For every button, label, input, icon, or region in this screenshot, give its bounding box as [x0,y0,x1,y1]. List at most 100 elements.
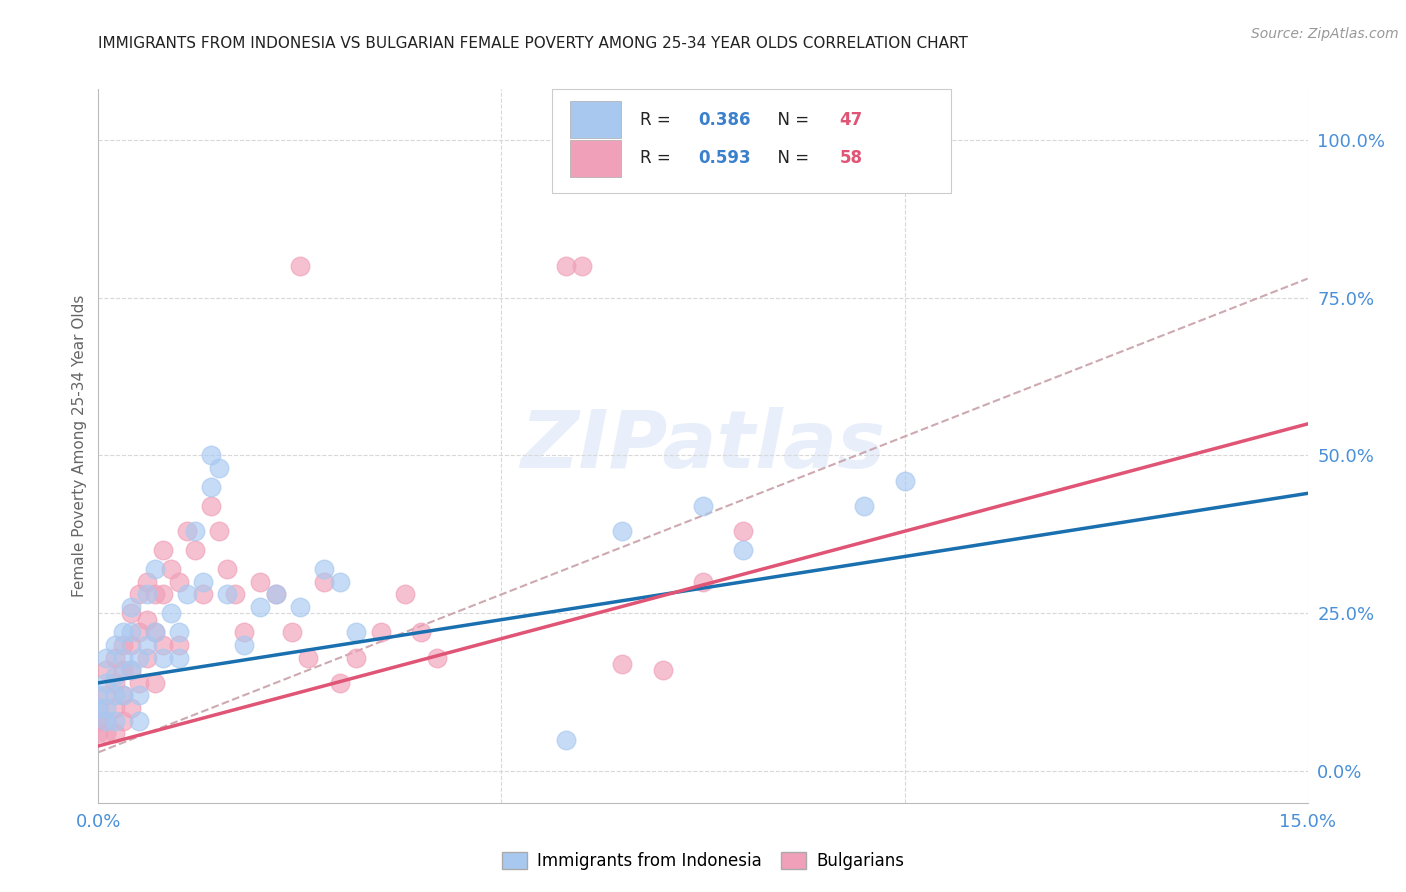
Point [152,650,174,665]
Point [103,650,125,665]
Point [111,689,134,703]
Point [249,574,271,589]
Point [120,663,142,677]
Point [128,714,150,728]
Point [152,543,174,558]
Point [893,474,915,488]
Point [128,587,150,601]
Point [96,701,118,715]
Point [87,714,110,728]
Point [733,543,755,558]
Point [612,657,634,671]
Point [167,638,190,652]
Point [120,701,142,715]
Point [111,714,134,728]
Point [143,587,166,601]
Point [167,650,190,665]
Point [96,663,118,677]
Point [128,650,150,665]
Point [103,714,125,728]
Point [314,574,336,589]
Point [152,638,174,652]
Point [160,562,183,576]
Point [176,524,198,539]
Point [128,625,150,640]
Point [692,574,714,589]
Point [224,587,246,601]
Point [103,701,125,715]
Text: IMMIGRANTS FROM INDONESIA VS BULGARIAN FEMALE POVERTY AMONG 25-34 YEAR OLDS CORR: IMMIGRANTS FROM INDONESIA VS BULGARIAN F… [98,36,969,51]
FancyBboxPatch shape [553,89,950,193]
Point [200,499,222,513]
Point [184,524,207,539]
Point [208,524,231,539]
Point [193,574,215,589]
Point [120,625,142,640]
Point [96,689,118,703]
Point [692,499,714,513]
Point [103,638,125,652]
FancyBboxPatch shape [569,102,621,138]
Point [120,600,142,615]
Point [103,669,125,683]
Point [733,524,755,539]
Point [143,562,166,576]
Point [184,543,207,558]
Point [612,524,634,539]
Point [135,574,157,589]
Point [853,499,876,513]
Point [281,625,304,640]
Point [87,726,110,740]
Point [103,675,125,690]
Point [264,587,287,601]
Text: R =: R = [640,111,676,128]
Point [314,562,336,576]
Point [111,625,134,640]
Point [135,650,157,665]
Point [288,600,311,615]
Point [96,714,118,728]
Point [103,689,125,703]
Text: 58: 58 [839,150,863,168]
Legend: Immigrants from Indonesia, Bulgarians: Immigrants from Indonesia, Bulgarians [495,845,911,877]
Text: R =: R = [640,150,676,168]
Point [87,701,110,715]
Point [288,259,311,273]
Point [208,461,231,475]
Point [96,726,118,740]
Point [135,613,157,627]
Point [87,701,110,715]
Point [111,638,134,652]
Point [111,663,134,677]
Text: N =: N = [768,111,814,128]
Point [555,732,578,747]
Point [232,638,254,652]
Point [96,650,118,665]
Text: ZIPatlas: ZIPatlas [520,407,886,485]
Point [217,587,239,601]
Text: N =: N = [768,150,814,168]
Point [409,625,432,640]
Point [152,587,174,601]
Point [264,587,287,601]
Point [167,574,190,589]
Point [111,650,134,665]
Point [160,607,183,621]
Point [200,449,222,463]
Point [135,587,157,601]
Text: Source: ZipAtlas.com: Source: ZipAtlas.com [1251,27,1399,41]
Point [297,650,319,665]
Point [555,259,578,273]
Point [96,675,118,690]
Text: 47: 47 [839,111,863,128]
Point [217,562,239,576]
FancyBboxPatch shape [569,140,621,177]
Point [103,726,125,740]
Point [571,259,593,273]
Point [87,689,110,703]
Point [167,625,190,640]
Point [200,480,222,494]
Point [249,600,271,615]
Point [120,663,142,677]
Point [426,650,449,665]
